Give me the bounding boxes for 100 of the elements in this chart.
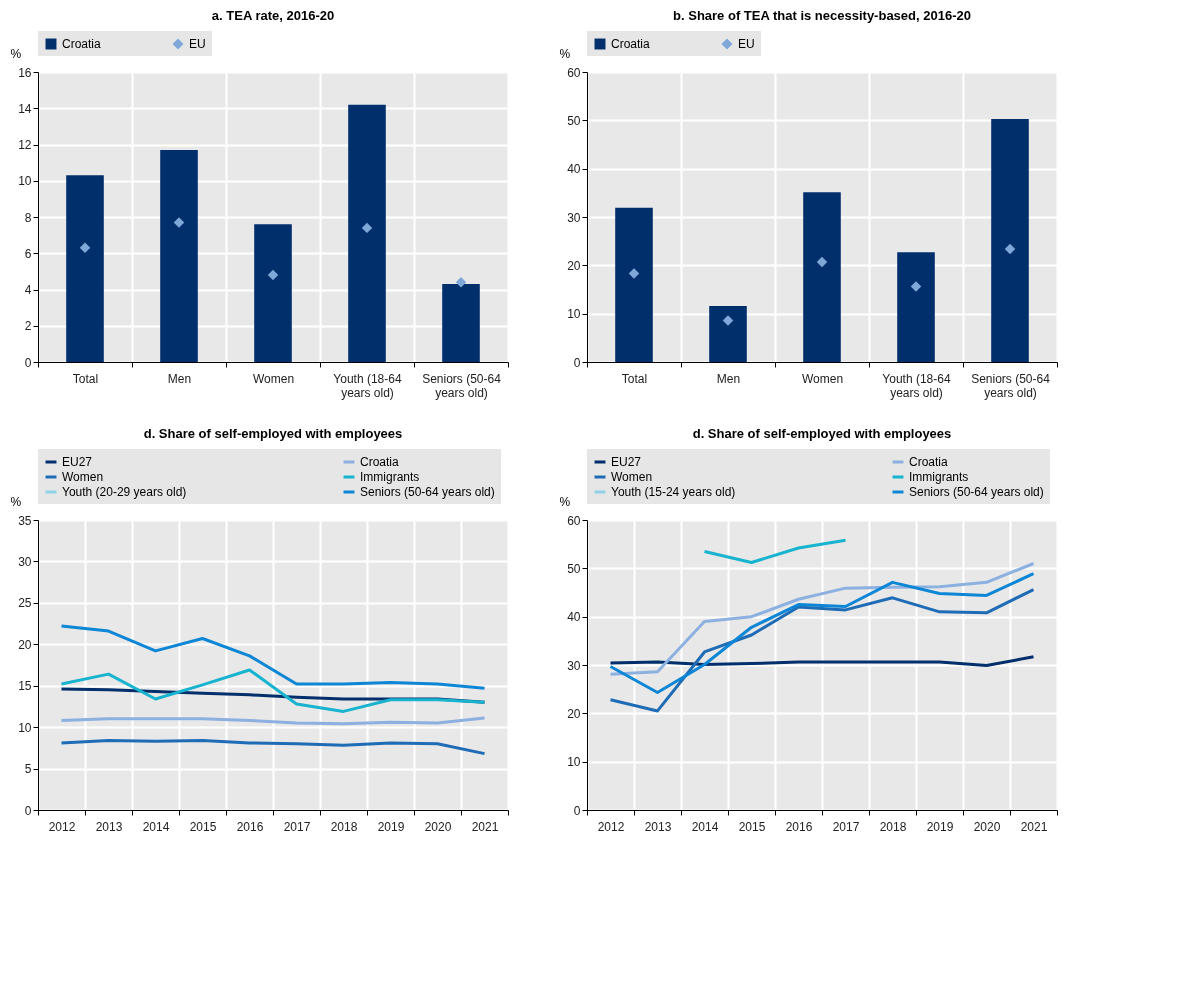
line-series xyxy=(609,655,1035,667)
x-tick-label: 2014 xyxy=(691,819,719,834)
legend-label: Immigrants xyxy=(909,470,969,484)
x-tick-label: Seniors (50-64 years old) xyxy=(422,371,502,400)
point xyxy=(1004,243,1016,255)
x-tick-label: 2018 xyxy=(879,819,907,834)
point xyxy=(722,315,734,326)
x-tick-label: Women xyxy=(252,371,295,386)
point xyxy=(455,277,467,288)
x-tick-label: 2020 xyxy=(973,819,1001,834)
line-series xyxy=(609,562,1035,676)
x-tick-label: 2015 xyxy=(738,819,766,834)
bar xyxy=(991,118,1029,362)
y-tick-label: 14 xyxy=(18,101,32,116)
y-tick-label: 10 xyxy=(567,755,581,770)
x-tick-label: 2019 xyxy=(926,819,954,834)
line-series xyxy=(60,668,486,713)
x-tick-label: 2016 xyxy=(785,819,813,834)
y-tick-label: 8 xyxy=(24,210,32,225)
y-tick-label: 30 xyxy=(18,554,32,569)
x-tick-label: 2018 xyxy=(330,819,358,834)
y-tick-label: 40 xyxy=(567,162,581,177)
x-tick-label: 2012 xyxy=(48,819,76,834)
y-tick-label: 20 xyxy=(567,258,581,273)
bar xyxy=(615,207,653,362)
y-tick-label: 35 xyxy=(18,513,32,528)
x-tick-label: Men xyxy=(716,371,741,386)
bar xyxy=(254,224,292,362)
y-tick-label: 4 xyxy=(24,283,32,297)
legend-label: Immigrants xyxy=(360,470,420,484)
y-tick-label: 0 xyxy=(24,355,32,370)
bar xyxy=(442,284,480,362)
x-tick-label: 2017 xyxy=(832,819,860,834)
y-tick-label: 20 xyxy=(18,637,32,652)
bar xyxy=(897,252,935,362)
y-tick-label: 60 xyxy=(567,513,581,528)
point xyxy=(79,242,91,254)
legend-label: EU27 xyxy=(611,455,642,469)
y-tick-label: 16 xyxy=(18,65,32,80)
x-tick-label: Men xyxy=(167,371,192,386)
y-tick-label: 15 xyxy=(18,679,32,694)
line-series xyxy=(609,572,1035,695)
y-tick-label: 25 xyxy=(18,596,32,611)
y-tick-label: 10 xyxy=(18,174,32,189)
legend-label: EU xyxy=(189,37,206,51)
legend-label: Women xyxy=(62,470,104,484)
y-tick-label: 60 xyxy=(567,65,581,80)
x-tick-label: 2021 xyxy=(471,819,499,834)
point xyxy=(361,222,373,234)
bar xyxy=(803,192,841,362)
x-tick-label: 2013 xyxy=(644,819,672,834)
y-tick-label: 10 xyxy=(18,720,32,735)
legend-label: Seniors (50-64 years old) xyxy=(909,485,1044,499)
legend-label: Croatia xyxy=(360,455,400,469)
x-tick-label: Total xyxy=(621,371,648,386)
line-series xyxy=(703,538,847,565)
x-tick-label: 2020 xyxy=(424,819,452,834)
point xyxy=(628,268,640,279)
y-tick-label: 20 xyxy=(567,706,581,721)
bar xyxy=(66,175,104,362)
y-tick-label: 0 xyxy=(573,803,581,818)
x-tick-label: Seniors (50-64 years old) xyxy=(971,371,1051,400)
x-tick-label: 2015 xyxy=(189,819,217,834)
point xyxy=(910,281,922,292)
y-tick-label: 30 xyxy=(567,658,581,673)
legend-label: Croatia xyxy=(62,37,102,51)
line-series xyxy=(60,624,486,690)
point xyxy=(267,269,279,281)
y-axis-title: % xyxy=(10,494,22,509)
y-tick-label: 40 xyxy=(567,610,581,625)
x-tick-label: Total xyxy=(72,371,99,386)
x-tick-label: Women xyxy=(801,371,844,386)
bar xyxy=(348,104,386,362)
y-tick-label: 50 xyxy=(567,561,581,576)
point xyxy=(173,217,185,228)
legend-label: Women xyxy=(611,470,653,484)
chart-title: d. Share of self-employed with employees xyxy=(692,426,952,441)
x-tick-label: Youth (18-64 years old) xyxy=(333,371,402,400)
line-series xyxy=(609,588,1035,713)
x-tick-label: 2017 xyxy=(283,819,311,834)
y-axis-title: % xyxy=(10,46,22,61)
x-tick-label: 2019 xyxy=(377,819,405,834)
line-series xyxy=(60,738,486,756)
y-tick-label: 12 xyxy=(18,138,32,152)
legend-label: EU27 xyxy=(62,455,93,469)
legend-label: EU xyxy=(738,37,755,51)
y-axis-title: % xyxy=(559,46,571,61)
x-tick-label: 2012 xyxy=(597,819,625,834)
y-tick-label: 6 xyxy=(24,246,32,261)
legend-label: Croatia xyxy=(909,455,949,469)
y-tick-label: 0 xyxy=(573,355,581,370)
x-tick-label: 2016 xyxy=(236,819,264,834)
y-tick-label: 10 xyxy=(567,307,581,322)
point xyxy=(816,256,828,268)
y-tick-label: 5 xyxy=(24,762,32,777)
legend-label: Youth (20-29 years old) xyxy=(62,485,187,499)
x-tick-label: Youth (18-64 years old) xyxy=(882,371,951,400)
y-tick-label: 0 xyxy=(24,803,32,818)
bar xyxy=(709,305,747,362)
x-tick-label: 2013 xyxy=(95,819,123,834)
